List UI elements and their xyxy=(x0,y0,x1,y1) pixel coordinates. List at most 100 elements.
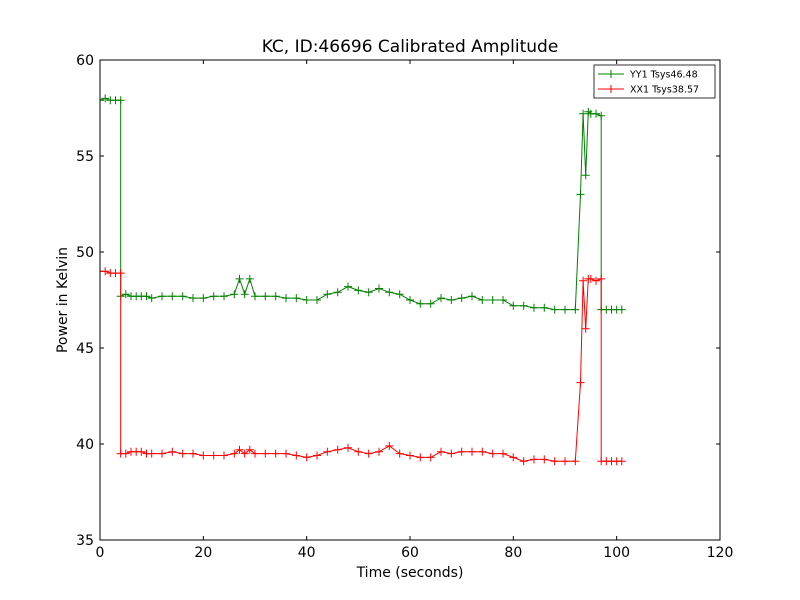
data-point-marker xyxy=(437,447,445,456)
legend: YY1 Tsys46.48 XX1 Tsys38.57 xyxy=(593,64,716,99)
data-point-marker xyxy=(344,282,352,291)
data-point-marker xyxy=(189,294,197,303)
data-point-marker xyxy=(116,269,125,278)
x-tick-label: 60 xyxy=(401,545,419,561)
data-point-marker xyxy=(488,449,497,458)
data-point-marker xyxy=(478,296,487,304)
data-point-marker xyxy=(519,301,528,310)
data-point-marker xyxy=(101,267,110,276)
x-tick-label: 80 xyxy=(504,545,522,561)
data-point-marker xyxy=(576,378,585,387)
data-point-marker xyxy=(251,449,259,458)
chart-title: KC, ID:46696 Calibrated Amplitude xyxy=(262,37,559,57)
data-point-marker xyxy=(540,455,549,464)
data-point-marker xyxy=(235,274,244,283)
data-point-marker xyxy=(323,447,332,456)
data-point-marker xyxy=(416,299,425,308)
data-point-marker xyxy=(561,457,569,466)
data-point-marker xyxy=(530,455,538,464)
data-point-marker xyxy=(121,290,130,299)
data-point-marker xyxy=(509,301,518,310)
data-point-marker xyxy=(147,449,156,458)
data-point-marker xyxy=(333,288,342,297)
data-point-marker xyxy=(478,447,487,456)
data-point-marker xyxy=(220,292,228,301)
data-point-marker xyxy=(540,303,549,312)
data-point-marker xyxy=(550,305,559,314)
data-point-marker xyxy=(509,453,518,462)
data-point-marker xyxy=(302,296,311,304)
data-point-marker xyxy=(519,457,528,466)
data-point-marker xyxy=(240,449,249,458)
data-point-marker xyxy=(354,286,363,295)
x-axis-label: Time (seconds) xyxy=(356,565,464,581)
data-point-marker xyxy=(597,274,606,283)
data-point-marker xyxy=(282,449,290,458)
series-layer xyxy=(100,94,626,466)
ticks-layer: 0 20 40 60 80 100 120 35 40 45 50 55 60 xyxy=(76,53,733,561)
data-point-marker xyxy=(375,447,383,456)
data-point-marker xyxy=(271,292,280,301)
data-point-marker xyxy=(576,190,585,199)
data-point-marker xyxy=(579,109,588,118)
x-tick-label: 20 xyxy=(194,545,212,561)
data-point-marker xyxy=(375,284,383,293)
data-point-marker xyxy=(579,276,588,285)
data-point-marker xyxy=(292,451,301,460)
data-point-marker xyxy=(597,111,606,120)
data-point-marker xyxy=(592,276,600,285)
data-point-marker xyxy=(245,274,254,283)
legend-marker-xx1 xyxy=(607,85,615,93)
data-point-marker xyxy=(137,447,146,456)
data-point-marker xyxy=(426,299,435,308)
data-point-marker xyxy=(571,457,580,466)
data-point-marker xyxy=(488,296,497,304)
data-point-marker xyxy=(364,288,373,297)
data-point-marker xyxy=(561,305,569,314)
data-point-marker xyxy=(426,453,435,462)
data-point-marker xyxy=(364,449,373,458)
data-point-marker xyxy=(447,449,456,458)
plot-area xyxy=(99,59,721,541)
data-point-marker xyxy=(209,292,218,301)
data-point-marker xyxy=(189,449,197,458)
y-tick-label: 50 xyxy=(76,245,94,261)
data-point-marker xyxy=(468,447,476,456)
data-point-marker xyxy=(333,445,342,454)
data-point-marker xyxy=(571,305,580,314)
data-point-marker xyxy=(617,305,626,314)
data-point-marker xyxy=(457,294,466,303)
data-point-marker xyxy=(199,451,208,460)
x-tick-label: 120 xyxy=(707,545,734,561)
data-point-marker xyxy=(168,292,177,301)
data-point-marker xyxy=(147,294,156,303)
legend-label-yy1: YY1 Tsys46.48 xyxy=(629,70,698,81)
data-point-marker xyxy=(344,443,352,452)
series-1 xyxy=(100,267,626,466)
data-point-marker xyxy=(499,296,507,304)
data-point-marker xyxy=(168,447,177,456)
data-point-marker xyxy=(261,449,270,458)
data-point-marker xyxy=(385,288,394,297)
data-point-marker xyxy=(395,290,404,299)
data-point-marker xyxy=(178,449,187,458)
data-point-marker xyxy=(586,274,595,283)
data-point-marker xyxy=(406,296,414,304)
data-point-marker xyxy=(142,292,151,301)
legend-item-xx1: XX1 Tsys38.57 xyxy=(598,85,699,96)
data-point-marker xyxy=(121,449,130,458)
data-point-marker xyxy=(158,449,166,458)
data-point-marker xyxy=(592,109,600,118)
data-point-marker xyxy=(550,457,559,466)
data-point-marker xyxy=(245,445,254,454)
legend-label-xx1: XX1 Tsys38.57 xyxy=(630,85,699,96)
data-point-marker xyxy=(101,94,110,103)
y-tick-label: 45 xyxy=(76,341,94,357)
data-point-marker xyxy=(230,449,239,458)
data-point-marker xyxy=(158,292,166,301)
data-point-marker xyxy=(313,451,321,460)
y-axis-label: Power in Kelvin xyxy=(55,247,71,353)
data-point-marker xyxy=(581,324,590,333)
